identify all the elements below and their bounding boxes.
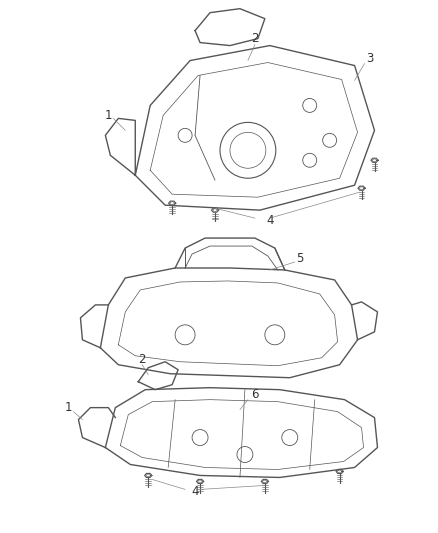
Text: 5: 5 [296,252,304,264]
Text: 1: 1 [65,401,72,414]
Text: 1: 1 [105,109,112,122]
Text: 2: 2 [138,353,146,366]
Text: 4: 4 [191,485,199,498]
Text: 2: 2 [251,32,258,45]
Text: 4: 4 [266,214,274,227]
Text: 6: 6 [251,388,258,401]
Text: 3: 3 [366,52,373,65]
